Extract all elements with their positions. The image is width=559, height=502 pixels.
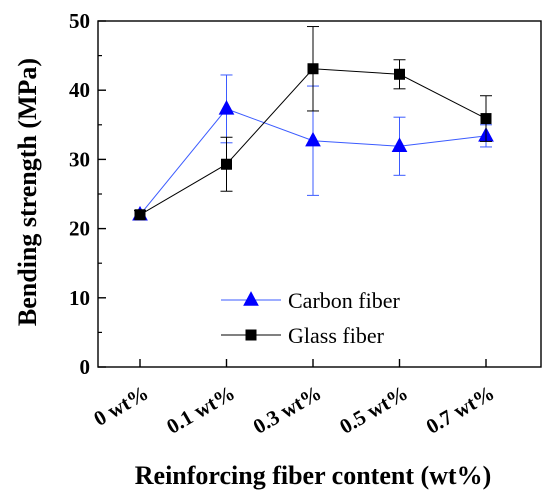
y-axis-title: Bending strength (MPa) [13, 58, 42, 326]
x-tick-label: 0 wt% [89, 381, 152, 431]
y-tick-label: 20 [69, 217, 90, 241]
data-point-triangle [243, 291, 259, 306]
legend-label: Carbon fiber [288, 288, 400, 313]
data-point-triangle [391, 137, 408, 152]
data-point-square [134, 209, 146, 221]
y-tick-label: 30 [69, 147, 90, 171]
data-point-square [307, 63, 319, 75]
y-tick-label: 0 [80, 355, 91, 379]
y-tick-label: 40 [69, 78, 90, 102]
y-tick-label: 50 [69, 9, 90, 33]
legend: Carbon fiber Glass fiber [221, 288, 400, 348]
series-glass-fiber [134, 26, 492, 221]
x-tick-label: 0.7 wt% [422, 381, 499, 439]
data-point-square [245, 329, 257, 341]
x-tick-label: 0.5 wt% [335, 381, 412, 439]
data-point-triangle [305, 131, 321, 147]
x-tick-label: 0.1 wt% [162, 381, 239, 439]
data-point-square [394, 68, 405, 80]
series-layer [132, 26, 494, 221]
data-point-square [480, 113, 492, 125]
data-point-square [221, 158, 232, 170]
x-axis-title: Reinforcing fiber content (wt%) [135, 461, 491, 490]
legend-label: Glass fiber [288, 323, 385, 348]
data-point-triangle [218, 100, 235, 115]
plot-frame [97, 20, 542, 368]
y-tick-label: 10 [69, 286, 90, 310]
axes: 0 10 20 30 40 50 0 wt% 0.1 wt% 0.3 wt% 0.5 wt% 0.7… [69, 9, 542, 439]
x-tick-label: 0.3 wt% [249, 381, 326, 439]
